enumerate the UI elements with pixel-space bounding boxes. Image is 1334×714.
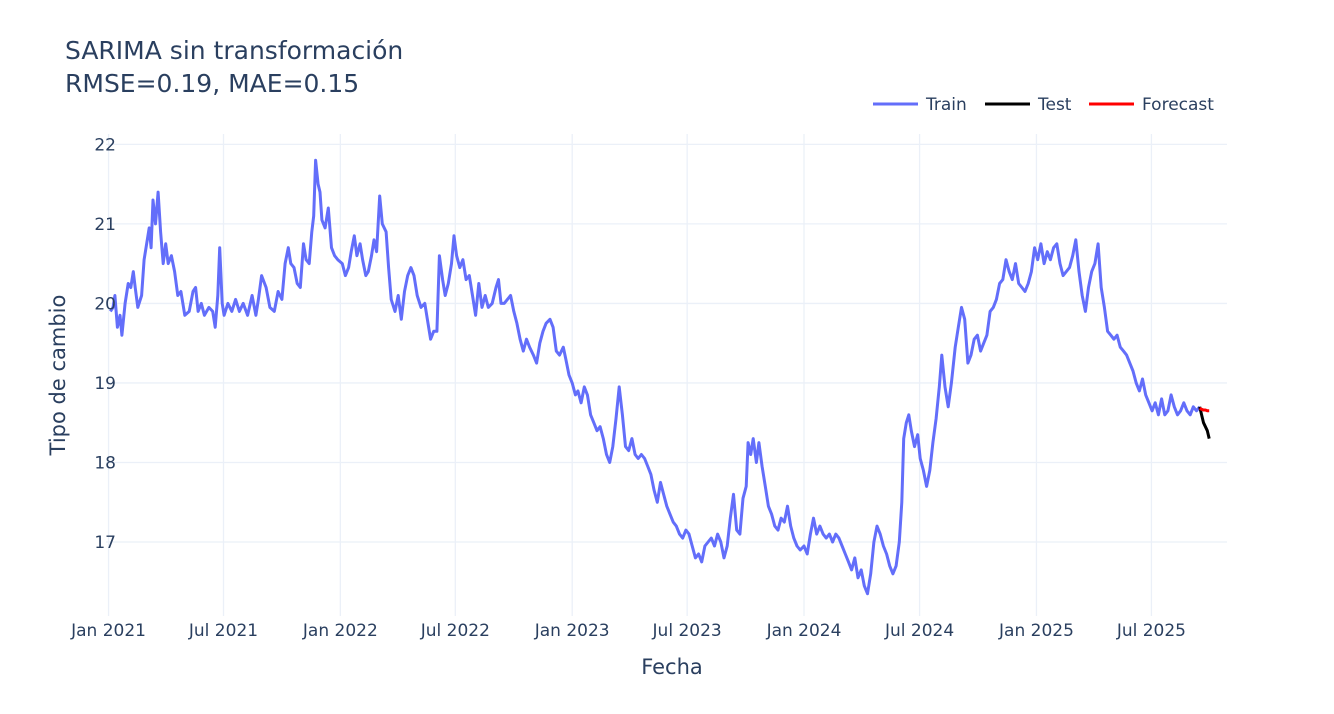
chart-subtitle: RMSE=0.19, MAE=0.15 <box>65 69 359 98</box>
legend-label: Train <box>925 95 967 115</box>
y-tick-label: 21 <box>94 215 116 235</box>
series-line-test[interactable] <box>1198 406 1211 439</box>
x-tick-label: Jan 2022 <box>302 621 378 641</box>
x-tick-label: Jan 2025 <box>998 621 1074 641</box>
legend-item-forecast[interactable]: Forecast <box>1089 95 1214 115</box>
y-tick-label: 20 <box>94 294 116 314</box>
x-tick-label: Jul 2023 <box>652 621 722 641</box>
legend-label: Forecast <box>1142 95 1214 115</box>
legend-item-train[interactable]: Train <box>873 95 967 115</box>
legend-label: Test <box>1037 95 1072 115</box>
chart-title: SARIMA sin transformación <box>65 36 403 65</box>
x-tick-label: Jul 2025 <box>1116 621 1186 641</box>
x-tick-label: Jul 2021 <box>188 621 258 641</box>
x-axis-ticks: Jan 2021 Jul 2021 Jan 2022 Jul 2022 Jan 2023… <box>70 621 1186 641</box>
x-tick-label: Jul 2024 <box>884 621 954 641</box>
y-tick-label: 17 <box>94 533 116 553</box>
x-tick-label: Jan 2021 <box>70 621 146 641</box>
x-gridlines <box>107 134 1153 616</box>
x-tick-label: Jan 2023 <box>534 621 610 641</box>
y-tick-label: 18 <box>94 453 116 473</box>
y-axis-title: Tipo de cambio <box>46 295 70 457</box>
x-axis-title: Fecha <box>641 655 703 679</box>
legend-item-test[interactable]: Test <box>985 95 1072 115</box>
series-line-train[interactable] <box>109 158 1201 596</box>
x-tick-label: Jan 2024 <box>766 621 842 641</box>
series-line-forecast[interactable] <box>1199 407 1210 413</box>
y-gridlines <box>106 143 1227 543</box>
series-lines <box>109 158 1211 596</box>
y-axis-ticks: 17 18 19 20 21 22 <box>94 135 116 553</box>
legend[interactable]: Train Test Forecast <box>873 95 1214 115</box>
x-tick-label: Jul 2022 <box>420 621 490 641</box>
y-tick-label: 22 <box>94 135 116 155</box>
y-tick-label: 19 <box>94 374 116 394</box>
